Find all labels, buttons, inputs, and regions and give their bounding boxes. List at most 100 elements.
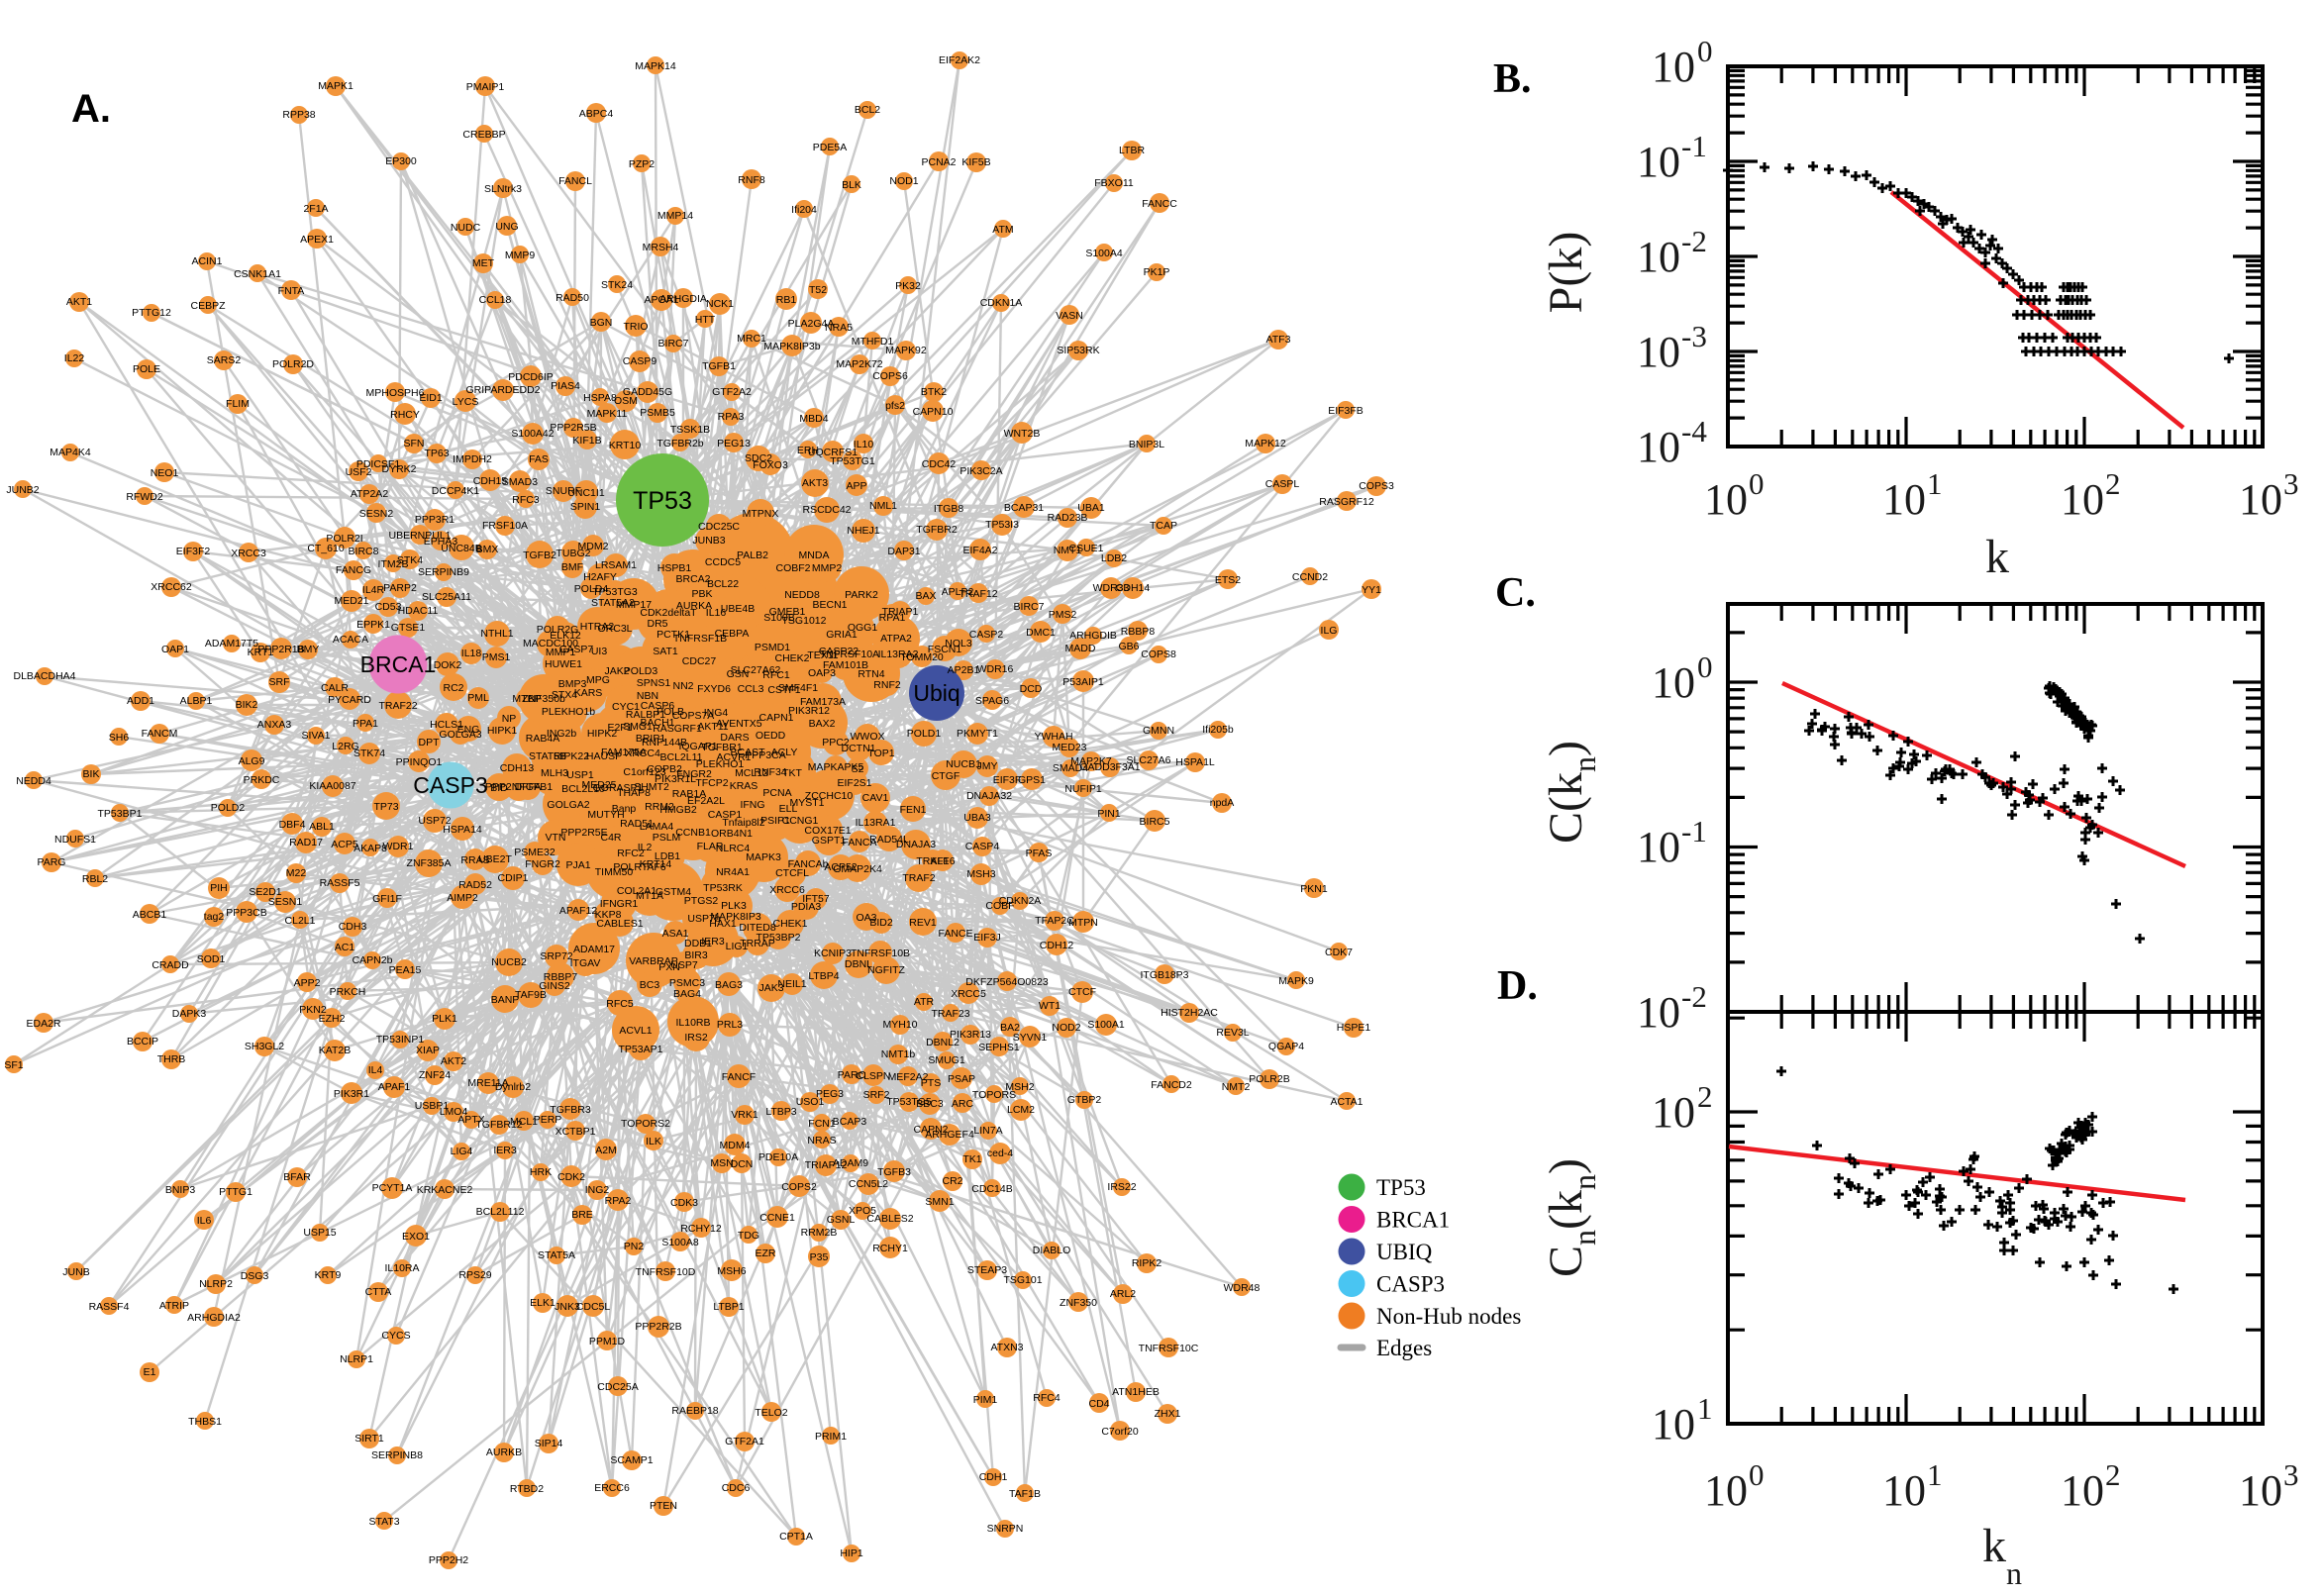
svg-text:XIAP: XIAP (416, 1045, 440, 1056)
svg-text:USP7b: USP7b (687, 913, 720, 925)
svg-text:NOD1: NOD1 (889, 175, 918, 187)
svg-text:ELK1: ELK1 (530, 1297, 556, 1309)
svg-text:PLEKHO1b: PLEKHO1b (542, 706, 595, 718)
svg-text:PSIP1: PSIP1 (760, 815, 790, 827)
svg-text:BCCIP: BCCIP (127, 1036, 158, 1047)
svg-text:NRA5: NRA5 (825, 322, 853, 334)
svg-text:NGFITZ: NGFITZ (867, 964, 905, 976)
svg-text:10: 10 (1637, 823, 1680, 871)
svg-text:MMP2: MMP2 (812, 562, 842, 574)
svg-text:WNT2B: WNT2B (1004, 428, 1041, 440)
svg-text:ASA1: ASA1 (662, 928, 689, 940)
svg-text:NOD2: NOD2 (1052, 1022, 1080, 1034)
svg-text:TX5: TX5 (743, 718, 761, 730)
svg-text:CDK3: CDK3 (670, 1197, 698, 1209)
svg-text:HRK: HRK (530, 1166, 552, 1178)
svg-text:GSN: GSN (727, 668, 750, 680)
svg-text:n: n (2006, 1555, 2022, 1591)
svg-text:LTBP1: LTBP1 (713, 1301, 744, 1313)
svg-text:FANCM: FANCM (142, 728, 178, 740)
svg-text:SIVA1: SIVA1 (302, 730, 331, 742)
svg-text:HIPK1: HIPK1 (487, 725, 518, 737)
svg-text:HTT: HTT (695, 314, 716, 326)
svg-text:DCTN1: DCTN1 (841, 743, 875, 754)
svg-text:MAPK9: MAPK9 (1278, 975, 1314, 987)
svg-text:k: k (1985, 531, 2009, 583)
svg-text:MCL12: MCL12 (735, 767, 768, 779)
svg-text:PDICSF1: PDICSF1 (356, 458, 401, 470)
svg-text:RFC1: RFC1 (762, 669, 790, 681)
svg-text:FNTA: FNTA (278, 285, 305, 297)
svg-text:10: 10 (1637, 423, 1680, 471)
svg-text:SMUG1: SMUG1 (928, 1054, 965, 1066)
svg-text:ITGAV: ITGAV (570, 957, 601, 969)
svg-text:UBIQ: UBIQ (1376, 1240, 1433, 1264)
svg-text:PPP2NFGFB1: PPP2NFGFB1 (485, 781, 553, 793)
svg-text:PZP2: PZP2 (629, 158, 655, 170)
svg-text:-1: -1 (1681, 814, 1707, 848)
svg-text:IFNG: IFNG (740, 799, 764, 811)
svg-text:S100A1: S100A1 (1087, 1019, 1125, 1031)
svg-text:PSLM: PSLM (653, 832, 681, 844)
svg-text:CDK2deltaT: CDK2deltaT (640, 607, 697, 619)
svg-text:CASP1: CASP1 (708, 809, 743, 821)
svg-text:CEBPA: CEBPA (715, 628, 750, 640)
svg-text:ENG: ENG (457, 724, 480, 736)
svg-text:LIG4: LIG4 (451, 1146, 473, 1157)
svg-text:PJA1: PJA1 (565, 859, 590, 871)
svg-text:BIK: BIK (83, 768, 100, 780)
svg-text:TGFBR2: TGFBR2 (916, 524, 958, 536)
svg-text:EIF2AK2: EIF2AK2 (939, 54, 980, 66)
svg-text:WDR16: WDR16 (977, 663, 1014, 675)
svg-text:DYRK2: DYRK2 (381, 463, 416, 475)
svg-text:D.: D. (1497, 963, 1538, 1009)
svg-text:GSTM4: GSTM4 (656, 886, 691, 898)
svg-text:NUDC: NUDC (451, 222, 481, 234)
svg-text:DBNL2: DBNL2 (926, 1037, 960, 1048)
svg-text:CDKN1A: CDKN1A (980, 297, 1023, 309)
svg-text:10: 10 (1652, 1088, 1695, 1137)
svg-text:CDC5L: CDC5L (576, 1301, 611, 1313)
svg-text:ARL2: ARL2 (1110, 1288, 1136, 1300)
svg-text:BCL2: BCL2 (855, 104, 880, 116)
svg-text:XPO5: XPO5 (849, 1205, 876, 1217)
svg-text:SFN: SFN (404, 438, 425, 449)
svg-text:ACTA1: ACTA1 (1330, 1096, 1363, 1108)
svg-text:ATRIP: ATRIP (159, 1300, 189, 1312)
svg-text:DOK2: DOK2 (434, 659, 462, 671)
svg-text:EZR: EZR (756, 1247, 776, 1259)
svg-text:TRAF2: TRAF2 (902, 872, 935, 884)
svg-text:TP53INP1: TP53INP1 (376, 1034, 425, 1046)
svg-text:S100A4: S100A4 (1085, 248, 1123, 259)
svg-text:POLB: POLB (656, 706, 684, 718)
svg-text:SRP72: SRP72 (540, 950, 572, 962)
svg-text:Edges: Edges (1376, 1336, 1432, 1360)
svg-text:APAF12: APAF12 (559, 905, 597, 917)
svg-text:SLC27A6: SLC27A6 (1127, 754, 1171, 766)
svg-text:2: 2 (1697, 1079, 1713, 1114)
svg-text:CASP2: CASP2 (969, 629, 1004, 641)
svg-text:FANCD2: FANCD2 (1151, 1079, 1192, 1091)
svg-text:FOXO3: FOXO3 (753, 459, 788, 471)
svg-text:RASGRF12: RASGRF12 (1319, 496, 1374, 508)
svg-text:BAG4: BAG4 (673, 988, 701, 1000)
svg-text:10: 10 (2061, 475, 2104, 524)
svg-text:CDK2: CDK2 (557, 1171, 585, 1183)
svg-text:MTPNX: MTPNX (743, 508, 779, 520)
svg-text:TOPORS2: TOPORS2 (621, 1118, 670, 1130)
svg-text:CASP7: CASP7 (559, 644, 594, 655)
svg-text:QGAP4: QGAP4 (1268, 1041, 1304, 1052)
svg-text:KLF6: KLF6 (930, 855, 955, 867)
svg-text:TGFBR12: TGFBR12 (475, 1119, 522, 1131)
svg-text:LTBP3: LTBP3 (765, 1106, 796, 1118)
svg-text:ATR: ATR (914, 996, 935, 1008)
svg-text:PLK3: PLK3 (721, 900, 747, 912)
svg-text:MAPK3: MAPK3 (746, 851, 781, 863)
svg-text:-1: -1 (1681, 129, 1707, 163)
svg-text:THRB: THRB (157, 1053, 186, 1065)
svg-text:POLD1: POLD1 (907, 728, 942, 740)
svg-text:CTGF: CTGF (932, 770, 960, 782)
svg-text:DKFZP564O0823: DKFZP564O0823 (965, 976, 1049, 988)
svg-text:RAD23B: RAD23B (1048, 512, 1088, 524)
svg-text:HUWE1: HUWE1 (545, 658, 582, 670)
